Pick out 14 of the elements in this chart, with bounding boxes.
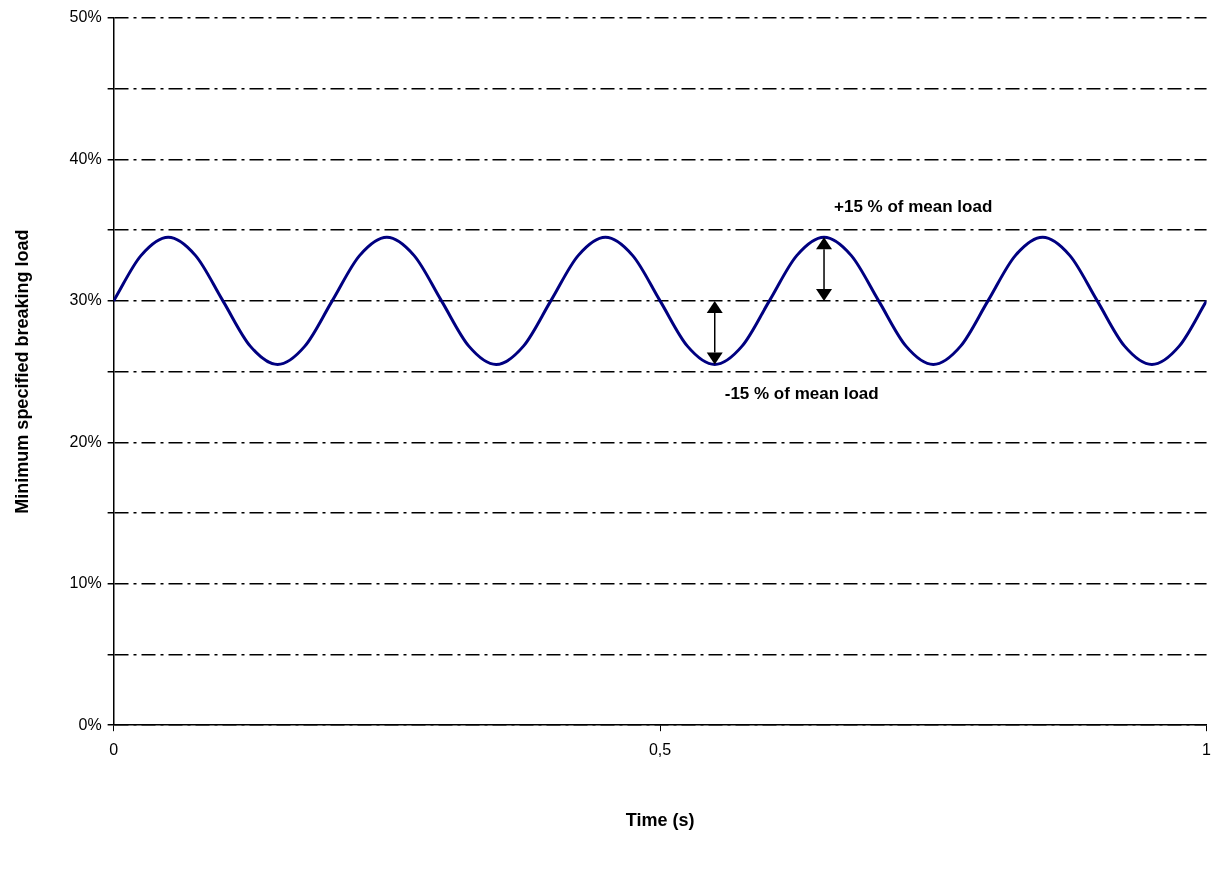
y-tick-label: 30% [69,291,102,309]
x-tick-label: 1 [1202,741,1212,759]
y-tick-label: 10% [69,574,102,592]
y-tick-label: 0% [78,715,102,733]
annotation: -15 % of mean load [724,384,879,404]
y-axis-title: Minimum specified breaking load [11,229,32,514]
y-tick-label: 40% [69,149,102,167]
y-tick-label: 50% [69,8,102,26]
x-tick-label: 0 [109,741,119,759]
line-series [113,235,1207,367]
x-tick-label: 0,5 [648,741,672,759]
annotation: +15 % of mean load [834,196,993,216]
x-axis-title: Time (s) [625,810,695,831]
y-tick-label: 20% [69,432,102,450]
